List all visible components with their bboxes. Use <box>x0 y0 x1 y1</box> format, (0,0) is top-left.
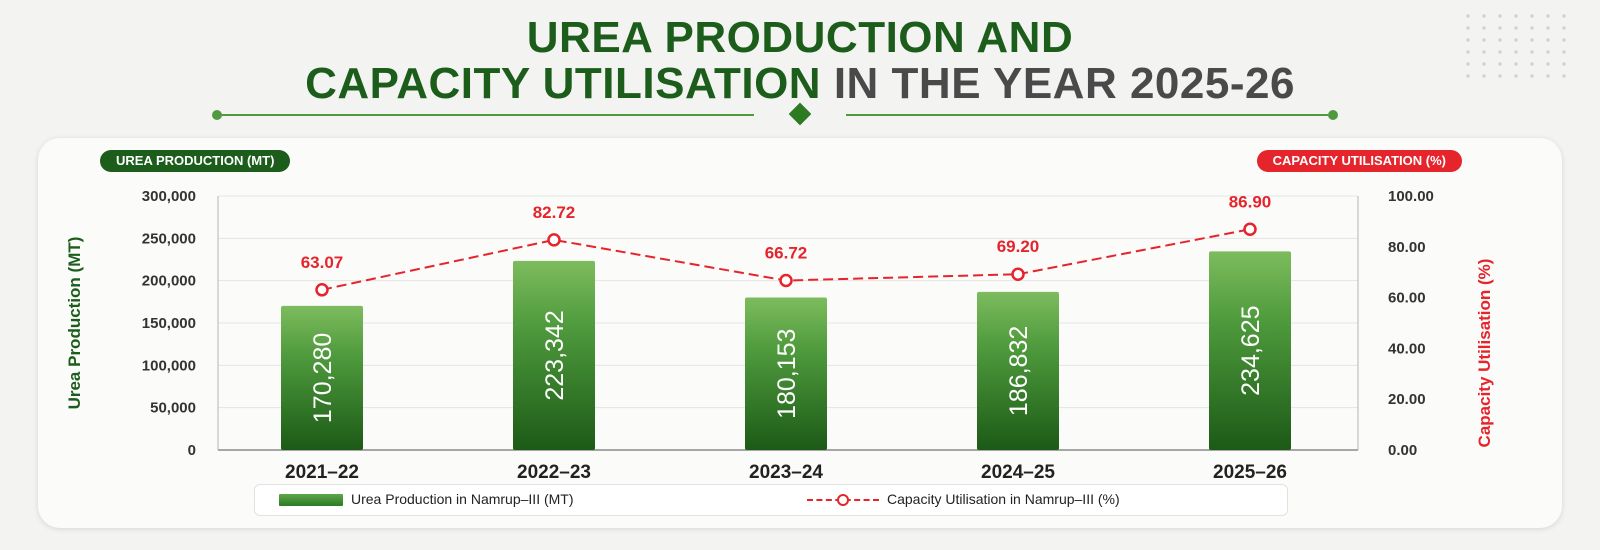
utilisation-point <box>315 283 329 297</box>
category-label: 2023–24 <box>749 462 823 483</box>
bar-value-label: 186,832 <box>1005 326 1033 416</box>
bar-value-label: 234,625 <box>1237 305 1265 395</box>
category-label: 2021–22 <box>285 462 359 483</box>
left-tick-label: 200,000 <box>142 273 196 290</box>
chart-title-highlight: CAPACITY UTILISATION <box>305 59 822 108</box>
bar <box>281 305 363 450</box>
bar <box>977 291 1059 450</box>
utilisation-value-label: 63.07 <box>301 253 344 272</box>
right-axis-pill: CAPACITY UTILISATION (%) <box>1256 150 1462 172</box>
divider-dot-right <box>1328 110 1338 120</box>
bar-value-label: 223,342 <box>541 310 569 400</box>
utilisation-value-label: 66.72 <box>765 244 808 263</box>
category-label: 2025–26 <box>1213 462 1287 483</box>
left-tick-label: 100,000 <box>142 357 196 374</box>
dot-pattern-decoration <box>1460 10 1570 80</box>
utilisation-value-label: 82.72 <box>533 203 576 222</box>
left-tick-label: 250,000 <box>142 230 196 247</box>
left-tick-label: 50,000 <box>150 400 196 417</box>
legend-label-utilisation: Capacity Utilisation in Namrup–III (%) <box>887 491 1120 507</box>
left-tick-label: 0 <box>188 442 196 459</box>
category-label: 2024–25 <box>981 462 1055 483</box>
bar <box>513 260 595 450</box>
left-tick-label: 300,000 <box>142 188 196 205</box>
chart-title-rest: IN THE YEAR 2025-26 <box>833 59 1295 108</box>
bar <box>1209 251 1291 450</box>
utilisation-value-label: 86.90 <box>1229 192 1272 211</box>
chart-title-line2: CAPACITY UTILISATION IN THE YEAR 2025-26 <box>0 60 1600 108</box>
right-tick-label: 60.00 <box>1388 290 1426 307</box>
bar-value-label: 170,280 <box>309 333 337 423</box>
left-axis-pill: UREA PRODUCTION (MT) <box>100 150 291 172</box>
chart-title-line1: UREA PRODUCTION AND <box>526 13 1074 62</box>
divider-dot-left <box>212 110 222 120</box>
utilisation-point <box>547 233 561 247</box>
legend-bar-swatch <box>279 494 343 506</box>
left-tick-label: 150,000 <box>142 315 196 332</box>
legend-label-production: Urea Production in Namrup–III (MT) <box>351 491 574 507</box>
utilisation-point <box>779 273 793 288</box>
divider-line-right <box>846 114 1328 116</box>
right-axis-title: Capacity Utilisation (%) <box>1475 259 1494 448</box>
right-tick-label: 100.00 <box>1388 188 1434 205</box>
category-label: 2022–23 <box>517 462 591 483</box>
bar-value-label: 180,153 <box>773 329 801 419</box>
legend-circle-marker-icon <box>837 494 849 506</box>
right-tick-label: 0.00 <box>1388 442 1417 459</box>
right-tick-label: 20.00 <box>1388 391 1426 408</box>
right-tick-label: 80.00 <box>1388 239 1426 256</box>
utilisation-point <box>1011 267 1025 281</box>
divider-line-left <box>222 114 754 116</box>
utilisation-point <box>1243 222 1257 237</box>
legend: Urea Production in Namrup–III (MT) Capac… <box>254 484 1288 516</box>
right-tick-label: 40.00 <box>1388 340 1426 357</box>
bar <box>745 297 827 450</box>
left-axis-title: Urea Production (MT) <box>65 237 84 410</box>
utilisation-value-label: 69.20 <box>997 237 1040 256</box>
